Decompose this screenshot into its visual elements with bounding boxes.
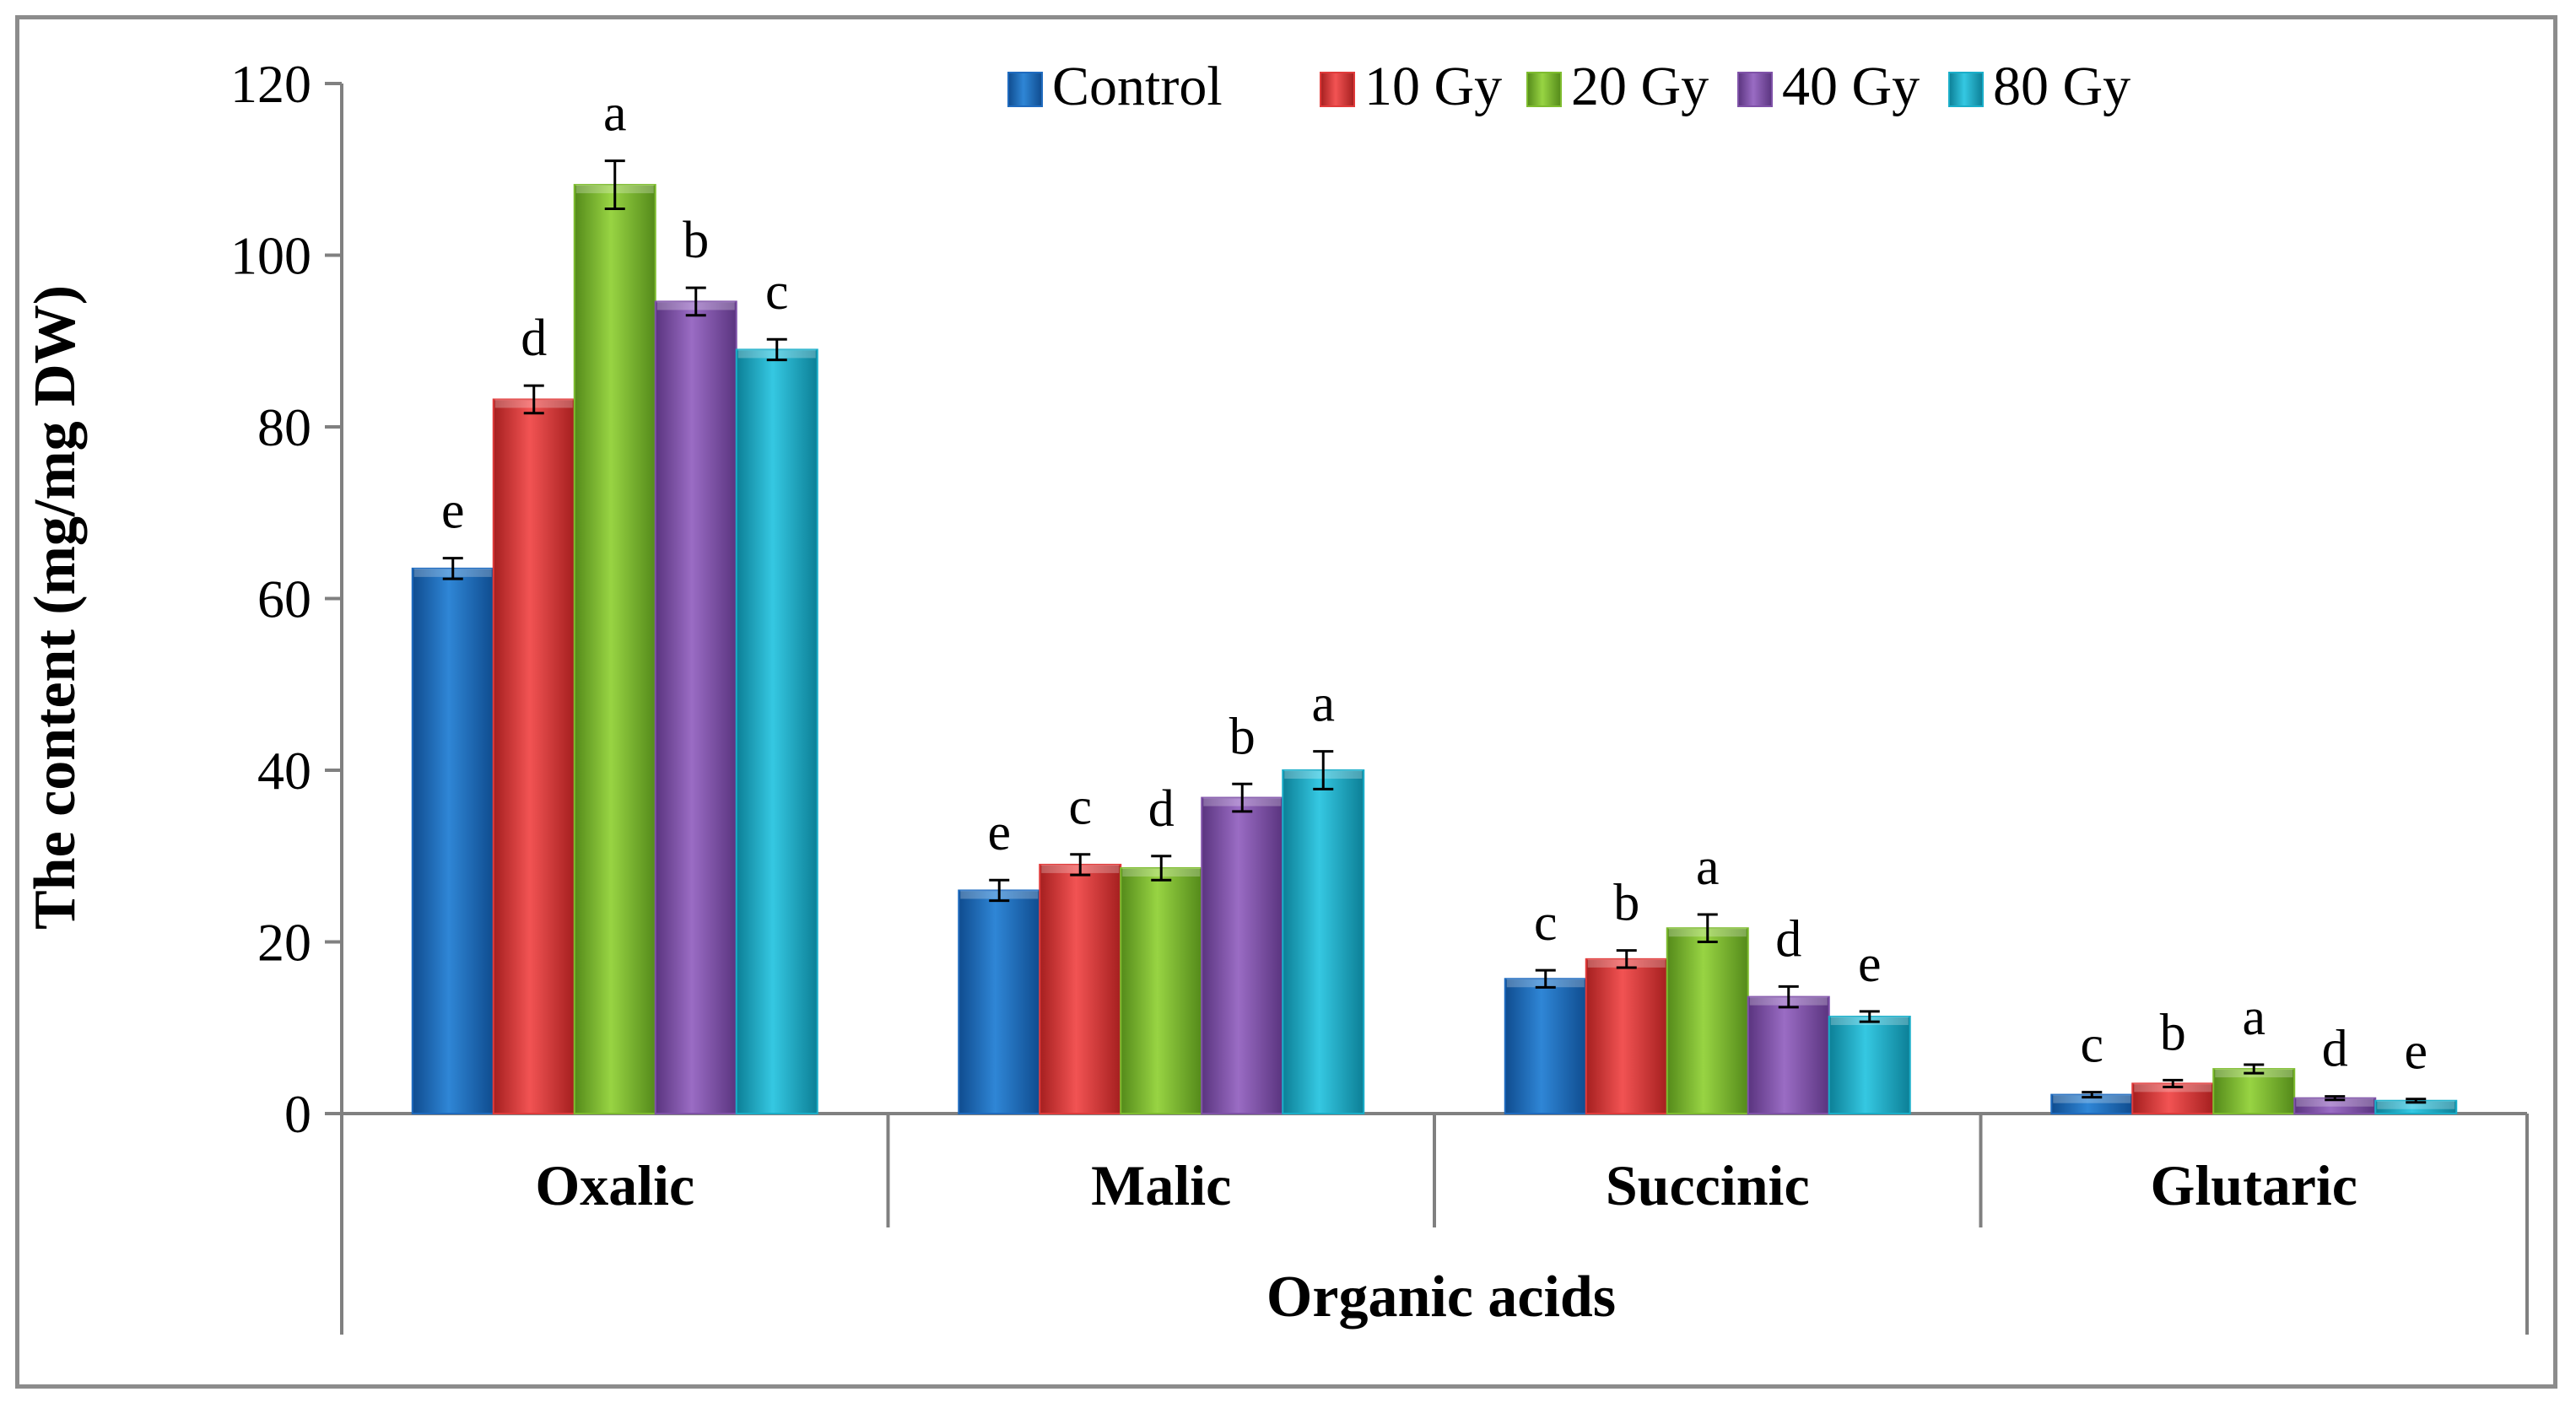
legend-label-control: Control [1052,56,1223,117]
significance-letter: e [1858,936,1882,993]
significance-letter: d [1148,780,1175,838]
bar-20-gy-malic [1120,866,1203,1114]
y-tick-label: 40 [257,741,311,801]
legend-label-80-gy: 80 Gy [1993,56,2130,117]
significance-letter: b [1613,875,1639,932]
bar-80-gy-malic [1282,769,1365,1114]
bar-10-gy-succinic [1585,958,1668,1114]
significance-letter: b [2160,1004,2186,1061]
x-category-labels: Oxalic Malic Succinic Glutaric [535,1153,2357,1217]
significance-letter: b [1229,708,1256,765]
x-category-label: Succinic [1606,1153,1810,1217]
significance-letter: c [2080,1017,2103,1074]
bar-40-gy-malic [1201,796,1284,1114]
y-tick-label: 80 [257,397,311,457]
significance-letter: a [2242,989,2265,1046]
y-tick-label: 20 [257,913,311,973]
y-tick-label: 120 [230,54,311,114]
significance-letter: c [765,263,789,321]
bar-40-gy-oxalic [654,300,737,1114]
bar-20-gy-glutaric [2212,1068,2296,1114]
bar-control-succinic [1504,978,1587,1114]
error-bars-group [442,159,2427,1104]
significance-letter: a [1311,676,1335,733]
legend-swatch-control [1007,72,1043,107]
y-tick-label: 60 [257,569,311,629]
legend-swatch-20-gy [1526,72,1562,107]
significance-letter: d [1775,910,1801,968]
y-ticks: 0 20 40 60 80 100 120 [230,54,342,1144]
x-category-label: Oxalic [535,1153,694,1217]
x-category-label: Glutaric [2150,1153,2357,1217]
x-category-label: Malic [1091,1153,1231,1217]
significance-letter: a [1696,839,1720,896]
significance-letter: e [2404,1023,2427,1081]
legend-label-20-gy: 20 Gy [1571,56,1709,117]
significance-letter: b [683,212,709,269]
x-axis-title: Organic acids [1266,1265,1616,1330]
bar-control-oxalic [411,567,494,1114]
legend: Control 10 Gy 20 Gy 40 Gy 80 Gy [1007,56,2130,117]
bar-highlight [2377,1100,2455,1109]
bar-control-malic [958,889,1041,1114]
legend-swatch-80-gy [1948,72,1984,107]
significance-letter: a [603,85,627,143]
significance-letter: d [521,310,547,367]
significance-letter: e [987,804,1011,861]
x-category-dividers [886,1114,2529,1335]
bar-80-gy-oxalic [735,348,818,1114]
significance-letter: c [1534,894,1558,952]
bar-80-gy-succinic [1828,1016,1911,1114]
bar-40-gy-succinic [1747,995,1830,1114]
bar-10-gy-oxalic [492,398,575,1114]
y-tick-label: 0 [284,1084,311,1144]
bar-20-gy-oxalic [573,184,656,1115]
legend-label-40-gy: 40 Gy [1782,56,1920,117]
bar-highlight [2296,1098,2374,1107]
bar-10-gy-malic [1039,863,1122,1115]
bar-series-group [411,184,2458,1115]
legend-swatch-40-gy [1737,72,1773,107]
significance-letter: d [2322,1021,2348,1078]
legend-swatch-10-gy [1320,72,1355,107]
y-tick-label: 100 [230,226,311,286]
bar-20-gy-succinic [1666,927,1749,1114]
bar-highlight [2053,1094,2131,1103]
significance-letter: e [441,483,465,540]
legend-label-10-gy: 10 Gy [1364,56,1502,117]
y-axis-title: The content (mg/mg DW) [23,285,88,930]
significance-letter: c [1068,779,1092,836]
